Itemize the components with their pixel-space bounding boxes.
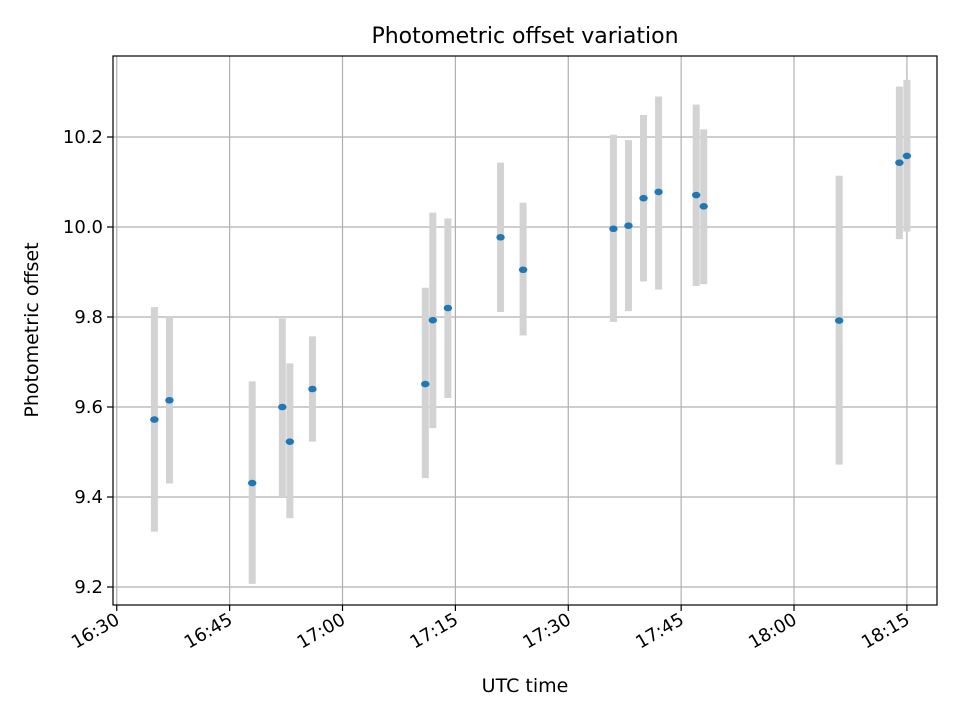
data-point (639, 194, 648, 202)
data-point (285, 438, 295, 445)
data-point (895, 159, 904, 166)
chart-title: Photometric offset variation (371, 24, 678, 49)
y-tick-label: 9.4 (74, 487, 103, 508)
y-axis-ticks: 9.2 9.4 9.6 9.8 10.0 10.2 (63, 127, 113, 598)
data-point (834, 317, 844, 324)
data-point (248, 479, 257, 487)
data-point (421, 380, 430, 388)
data-point (624, 222, 633, 229)
data-point (609, 225, 618, 233)
x-axis-label: UTC time (482, 675, 569, 697)
data-point (150, 416, 159, 423)
y-axis-label: Photometric offset (21, 242, 43, 417)
data-points (150, 152, 912, 487)
data-point (308, 385, 317, 393)
y-tick-label: 9.8 (74, 307, 103, 328)
data-point (699, 203, 708, 210)
data-point (518, 266, 528, 274)
y-tick-label: 10.2 (63, 127, 103, 148)
plot-area-frame (112, 55, 938, 606)
data-point (691, 191, 701, 199)
y-tick-label: 10.0 (63, 217, 103, 238)
y-tick-label: 9.6 (74, 397, 103, 418)
data-point (165, 396, 174, 404)
y-tick-label: 9.2 (74, 577, 103, 598)
data-point (428, 316, 438, 324)
data-point (443, 304, 453, 312)
data-point (654, 188, 663, 196)
data-point (278, 403, 287, 411)
data-point (496, 234, 505, 241)
data-point (902, 152, 912, 160)
